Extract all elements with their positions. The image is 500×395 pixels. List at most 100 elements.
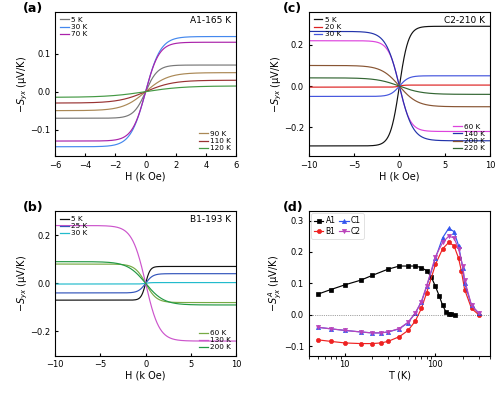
B1	[468, 306, 474, 311]
C2	[314, 325, 320, 329]
Text: C2-210 K: C2-210 K	[444, 16, 484, 25]
B1	[476, 312, 482, 317]
A1	[342, 282, 348, 287]
C2	[369, 331, 375, 335]
Y-axis label: $-S_{yx}$ (μV/K): $-S_{yx}$ (μV/K)	[16, 55, 30, 113]
C1	[342, 328, 348, 333]
C1	[424, 284, 430, 289]
C2	[385, 329, 391, 334]
C2	[451, 235, 457, 240]
A1	[446, 311, 452, 316]
B1	[451, 243, 457, 248]
C1	[405, 320, 411, 325]
C2	[440, 240, 446, 245]
Text: (d): (d)	[284, 201, 304, 214]
A1	[443, 309, 449, 314]
B1	[369, 341, 375, 346]
A1	[396, 264, 402, 269]
C2	[460, 264, 466, 269]
Legend: 60 K, 130 K, 200 K: 60 K, 130 K, 200 K	[198, 329, 232, 352]
A1	[418, 265, 424, 270]
C1	[378, 331, 384, 335]
B1	[446, 240, 452, 245]
C2	[378, 331, 384, 335]
C1	[456, 243, 462, 248]
C2	[468, 303, 474, 308]
A1	[432, 284, 438, 289]
B1	[378, 340, 384, 345]
A1	[424, 268, 430, 273]
C1	[432, 256, 438, 261]
B1	[432, 262, 438, 267]
B1	[396, 334, 402, 339]
B1	[456, 256, 462, 261]
C1	[446, 226, 452, 231]
Y-axis label: $-S_{yx}$ (μV/K): $-S_{yx}$ (μV/K)	[270, 55, 284, 113]
A1	[358, 278, 364, 282]
B1	[440, 246, 446, 251]
C2	[446, 234, 452, 239]
Legend: 90 K, 110 K, 120 K: 90 K, 110 K, 120 K	[198, 130, 232, 152]
A1	[440, 303, 446, 308]
B1	[418, 306, 424, 311]
B1	[458, 268, 464, 273]
C2	[456, 246, 462, 251]
C1	[462, 281, 468, 286]
C1	[369, 331, 375, 335]
A1	[314, 292, 320, 297]
B1	[385, 339, 391, 344]
C1	[396, 326, 402, 331]
C1	[451, 229, 457, 234]
Text: B1-193 K: B1-193 K	[190, 215, 231, 224]
Legend: A1, B1, C1, C2: A1, B1, C1, C2	[311, 213, 364, 239]
C1	[314, 325, 320, 329]
C1	[440, 235, 446, 240]
X-axis label: H (k Oe): H (k Oe)	[379, 171, 420, 181]
C2	[342, 328, 348, 333]
A1	[369, 273, 375, 278]
Y-axis label: $-S^{A}_{yx}$ (μV/K): $-S^{A}_{yx}$ (μV/K)	[266, 255, 284, 312]
C2	[476, 311, 482, 316]
B1	[314, 337, 320, 342]
Text: (a): (a)	[22, 2, 42, 15]
Line: C2: C2	[316, 234, 481, 335]
A1	[448, 312, 454, 317]
B1	[405, 328, 411, 333]
Y-axis label: $-S_{yx}$ (μV/K): $-S_{yx}$ (μV/K)	[16, 255, 30, 312]
A1	[452, 312, 458, 317]
C2	[432, 254, 438, 259]
X-axis label: T (K): T (K)	[388, 371, 411, 381]
C1	[385, 329, 391, 334]
C1	[358, 329, 364, 334]
C1	[418, 300, 424, 305]
C1	[328, 326, 334, 331]
B1	[462, 287, 468, 292]
A1	[428, 275, 434, 279]
A1	[385, 267, 391, 271]
C1	[460, 265, 466, 270]
B1	[412, 319, 418, 324]
Line: C1: C1	[316, 226, 481, 335]
Text: (c): (c)	[284, 2, 302, 15]
C2	[412, 310, 418, 315]
Line: B1: B1	[316, 241, 481, 346]
B1	[342, 340, 348, 345]
Text: A1-165 K: A1-165 K	[190, 16, 231, 25]
B1	[424, 290, 430, 295]
A1	[412, 264, 418, 269]
A1	[405, 264, 411, 269]
C2	[424, 284, 430, 288]
C1	[468, 303, 474, 308]
A1	[328, 287, 334, 292]
B1	[358, 341, 364, 346]
X-axis label: H (k Oe): H (k Oe)	[126, 171, 166, 181]
C2	[418, 299, 424, 304]
C2	[358, 329, 364, 334]
C2	[405, 320, 411, 325]
C1	[412, 311, 418, 316]
C2	[462, 278, 468, 282]
Text: (b): (b)	[22, 201, 43, 214]
C1	[476, 311, 482, 316]
C2	[328, 326, 334, 331]
X-axis label: H (k Oe): H (k Oe)	[126, 371, 166, 381]
